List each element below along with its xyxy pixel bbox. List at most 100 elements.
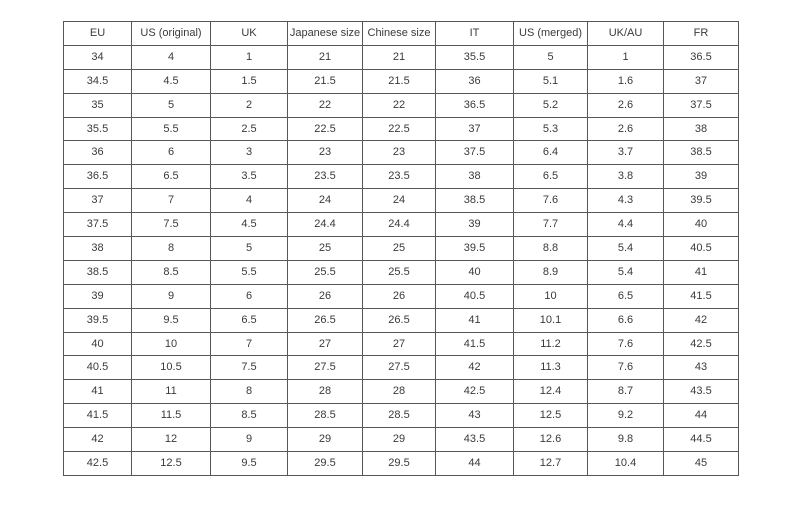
table-cell: 6: [131, 140, 211, 166]
table-cell: 36: [63, 140, 132, 166]
table-cell: 37.5: [63, 212, 132, 238]
table-cell: 6.5: [587, 283, 664, 309]
table-row: 41 11 8 28 28 42.5 12.4 8.7 43.5: [63, 379, 739, 405]
table-cell: 9.5: [210, 451, 288, 476]
table-cell: 11.2: [513, 331, 588, 357]
table-cell: 29.5: [362, 451, 436, 476]
table-cell: 41.5: [663, 283, 739, 309]
table-cell: 4.5: [210, 212, 288, 238]
table-row: 42.5 12.5 9.5 29.5 29.5 44 12.7 10.4 45: [63, 451, 739, 476]
table-cell: 36.5: [63, 164, 132, 190]
column-header: IT: [435, 21, 514, 46]
table-cell: 2.6: [587, 92, 664, 118]
table-cell: 39: [63, 283, 132, 309]
column-header: US (original): [131, 21, 211, 46]
table-cell: 42: [435, 355, 514, 381]
table-cell: 24.4: [287, 212, 363, 238]
table-cell: 5.5: [131, 116, 211, 142]
table-cell: 35.5: [63, 116, 132, 142]
table-cell: 5.4: [587, 236, 664, 261]
table-cell: 2.6: [587, 116, 664, 142]
table-row: 39.5 9.5 6.5 26.5 26.5 41 10.1 6.6 42: [63, 307, 739, 333]
table-row: 34.5 4.5 1.5 21.5 21.5 36 5.1 1.6 37: [63, 68, 739, 94]
table-cell: 7.5: [210, 355, 288, 381]
table-cell: 36.5: [435, 92, 514, 118]
table-cell: 7.6: [587, 355, 664, 381]
table-cell: 29: [287, 427, 363, 453]
table-cell: 34.5: [63, 68, 132, 94]
table-body: 34 4 1 21 21 35.5 5 1 36.5 34.5 4.5 1.5 21.5 21.5 36 5.…: [63, 44, 739, 476]
table-cell: 4.3: [587, 188, 664, 214]
table-cell: 27: [287, 331, 363, 357]
table-cell: 9: [131, 283, 211, 309]
table-cell: 21.5: [362, 68, 436, 94]
table-cell: 23: [362, 140, 436, 166]
table-cell: 4.5: [131, 68, 211, 94]
table-cell: 12: [131, 427, 211, 453]
table-cell: 1: [587, 44, 664, 70]
table-cell: 5: [131, 92, 211, 118]
table-row: 42 12 9 29 29 43.5 12.6 9.8 44.5: [63, 427, 739, 453]
column-header: EU: [63, 21, 132, 46]
table-cell: 4: [210, 188, 288, 214]
table-cell: 8: [131, 236, 211, 261]
table-cell: 21: [287, 44, 363, 70]
table-cell: 5.2: [513, 92, 588, 118]
table-cell: 1: [210, 44, 288, 70]
table-cell: 28: [362, 379, 436, 405]
table-cell: 40: [435, 259, 514, 285]
table-cell: 45: [663, 451, 739, 476]
table-cell: 25.5: [362, 259, 436, 285]
table-cell: 36: [435, 68, 514, 94]
table-cell: 41: [63, 379, 132, 405]
table-cell: 25: [362, 236, 436, 261]
table-cell: 7: [131, 188, 211, 214]
table-cell: 41: [663, 259, 739, 285]
table-cell: 23.5: [362, 164, 436, 190]
table-cell: 43.5: [435, 427, 514, 453]
table-cell: 10.1: [513, 307, 588, 333]
table-cell: 5: [513, 44, 588, 70]
table-cell: 27.5: [362, 355, 436, 381]
table-cell: 25: [287, 236, 363, 261]
table-cell: 38.5: [663, 140, 739, 166]
table-row: 34 4 1 21 21 35.5 5 1 36.5: [63, 44, 739, 70]
table-cell: 43: [435, 403, 514, 429]
table-cell: 7.6: [513, 188, 588, 214]
table-cell: 22.5: [362, 116, 436, 142]
table-cell: 7.6: [587, 331, 664, 357]
table-cell: 1.5: [210, 68, 288, 94]
table-cell: 7.7: [513, 212, 588, 238]
table-cell: 44: [435, 451, 514, 476]
column-header: UK/AU: [587, 21, 664, 46]
table-cell: 11: [131, 379, 211, 405]
table-cell: 39: [435, 212, 514, 238]
table-cell: 3: [210, 140, 288, 166]
table-cell: 40.5: [63, 355, 132, 381]
table-row: 37.5 7.5 4.5 24.4 24.4 39 7.7 4.4 40: [63, 212, 739, 238]
table-cell: 37.5: [663, 92, 739, 118]
table-cell: 8: [210, 379, 288, 405]
table-cell: 5.3: [513, 116, 588, 142]
table-cell: 8.9: [513, 259, 588, 285]
table-cell: 28.5: [362, 403, 436, 429]
table-cell: 37: [435, 116, 514, 142]
table-cell: 40: [63, 331, 132, 357]
table-cell: 3.8: [587, 164, 664, 190]
table-cell: 39.5: [663, 188, 739, 214]
table-cell: 39.5: [435, 236, 514, 261]
table-cell: 10.5: [131, 355, 211, 381]
size-conversion-table: EU US (original) UK Japanese size Chinese si…: [63, 21, 739, 476]
table-cell: 38: [63, 236, 132, 261]
table-cell: 5.4: [587, 259, 664, 285]
table-cell: 6.4: [513, 140, 588, 166]
table-row: 36 6 3 23 23 37.5 6.4 3.7 38.5: [63, 140, 739, 166]
table-cell: 42: [663, 307, 739, 333]
table-row: 38 8 5 25 25 39.5 8.8 5.4 40.5: [63, 236, 739, 261]
table-cell: 12.6: [513, 427, 588, 453]
table-cell: 28.5: [287, 403, 363, 429]
table-cell: 6.6: [587, 307, 664, 333]
table-cell: 22: [287, 92, 363, 118]
table-cell: 23: [287, 140, 363, 166]
